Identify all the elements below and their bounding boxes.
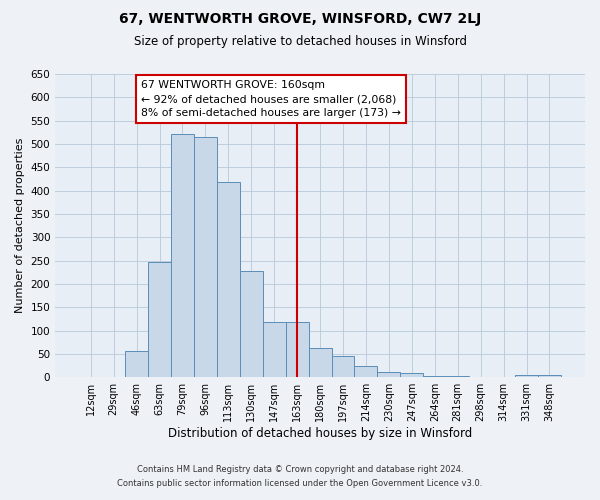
Bar — [194, 137, 217, 377]
Bar — [217, 182, 240, 377]
X-axis label: Distribution of detached houses by size in Winsford: Distribution of detached houses by size … — [168, 427, 472, 440]
Bar — [377, 372, 400, 377]
Text: Contains HM Land Registry data © Crown copyright and database right 2024.
Contai: Contains HM Land Registry data © Crown c… — [118, 466, 482, 487]
Bar — [332, 356, 355, 377]
Bar — [400, 374, 423, 377]
Bar — [515, 375, 538, 377]
Bar — [355, 366, 377, 377]
Bar — [446, 376, 469, 377]
Bar — [171, 134, 194, 377]
Bar — [240, 271, 263, 377]
Text: Size of property relative to detached houses in Winsford: Size of property relative to detached ho… — [133, 35, 467, 48]
Text: 67 WENTWORTH GROVE: 160sqm
← 92% of detached houses are smaller (2,068)
8% of se: 67 WENTWORTH GROVE: 160sqm ← 92% of deta… — [141, 80, 401, 118]
Bar — [263, 322, 286, 377]
Bar — [308, 348, 332, 377]
Bar — [423, 376, 446, 377]
Y-axis label: Number of detached properties: Number of detached properties — [15, 138, 25, 314]
Text: 67, WENTWORTH GROVE, WINSFORD, CW7 2LJ: 67, WENTWORTH GROVE, WINSFORD, CW7 2LJ — [119, 12, 481, 26]
Bar — [538, 375, 561, 377]
Bar — [286, 322, 308, 377]
Bar — [148, 262, 171, 377]
Bar — [125, 350, 148, 377]
